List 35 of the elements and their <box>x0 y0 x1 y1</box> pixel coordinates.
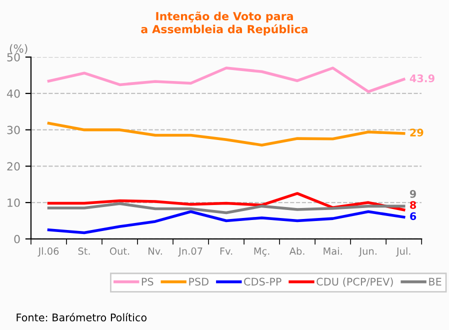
legend-label: PS <box>142 278 154 286</box>
x-tick-label: St. <box>78 247 90 255</box>
y-tick-label: 40 <box>6 89 20 98</box>
data-label: 29 <box>410 128 424 136</box>
data-label: 43.9 <box>410 74 434 82</box>
y-tick-label: 10 <box>8 198 20 207</box>
x-tick-label: Jun. <box>358 248 376 257</box>
x-tick-label: Jul. <box>396 247 410 257</box>
line-series <box>47 66 406 94</box>
data-label: 9 <box>410 190 416 198</box>
x-tick-label: Ab. <box>289 247 304 255</box>
line-series <box>47 210 406 234</box>
legend-label: CDU (PCP/PEV) <box>316 278 393 287</box>
y-tick-label: 0 <box>14 234 20 244</box>
chart-title: Intenção de Voto para a Assembleia da República <box>141 12 308 36</box>
x-tick-label: Mç. <box>254 248 270 257</box>
data-label: 6 <box>410 212 416 220</box>
legend-label: PSD <box>189 278 208 286</box>
legend-label: CDS-PP <box>244 278 282 286</box>
y-tick-label: 50 <box>7 53 20 62</box>
x-tick-label: Out. <box>110 247 130 255</box>
x-tick-label: Jn.07 <box>178 247 202 257</box>
y-axis-title: (%) <box>10 44 28 54</box>
x-tick-label: Fv. <box>220 248 232 255</box>
x-tick-label: Jl.06 <box>38 247 59 257</box>
y-tick-label: 20 <box>7 162 20 171</box>
x-tick-label: Nv. <box>148 248 162 255</box>
x-tick-label: Mai. <box>324 247 342 255</box>
line-series <box>47 202 406 214</box>
line-series <box>47 192 406 212</box>
source-note: Fonte: Barómetro Político <box>16 312 147 322</box>
data-label: 8 <box>410 201 416 210</box>
y-tick-label: 30 <box>7 126 20 134</box>
line-series <box>47 122 406 146</box>
legend-label: BE <box>429 278 442 286</box>
